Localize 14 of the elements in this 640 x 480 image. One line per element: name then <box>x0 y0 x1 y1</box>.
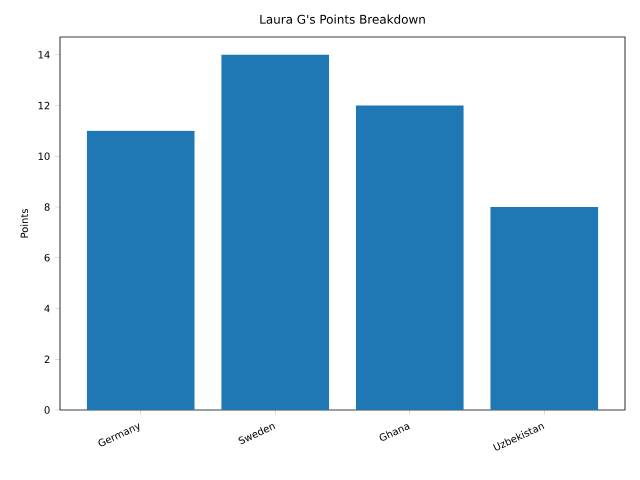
y-tick-label: 12 <box>38 102 50 110</box>
y-tick-label: 6 <box>44 254 50 262</box>
y-tick-label: 2 <box>44 356 50 363</box>
bar <box>221 54 330 410</box>
y-tick-label: 10 <box>38 152 50 160</box>
chart-title: Laura G's Points Breakdown <box>260 14 425 24</box>
y-tick-label: 14 <box>38 51 50 58</box>
bar <box>356 106 464 410</box>
y-tick-label: 8 <box>44 203 50 211</box>
y-tick-label: 4 <box>44 304 50 312</box>
y-tick-label: 0 <box>44 406 50 414</box>
bar <box>86 130 195 410</box>
y-axis-title: Points <box>20 209 28 238</box>
bar <box>490 207 598 410</box>
